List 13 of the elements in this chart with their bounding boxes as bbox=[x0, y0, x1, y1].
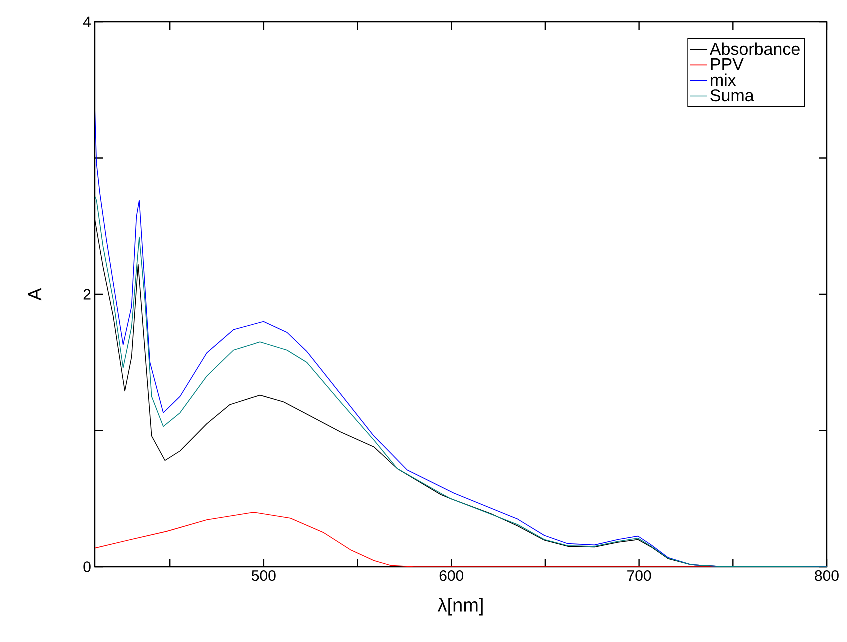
x-tick-label: 600 bbox=[440, 570, 464, 582]
legend-label: Absorbance bbox=[710, 42, 800, 56]
y-tick-label: 0 bbox=[84, 562, 91, 572]
legend-label: mix bbox=[711, 74, 736, 86]
x-tick-label: 800 bbox=[815, 570, 839, 582]
y-axis-title: A bbox=[28, 288, 42, 301]
legend-label: PPV bbox=[711, 58, 744, 70]
y-tick-label: 4 bbox=[83, 16, 92, 28]
legend-label: Suma bbox=[710, 90, 754, 102]
x-axis-title: λ[nm] bbox=[438, 598, 483, 616]
x-tick-label: 500 bbox=[252, 570, 276, 582]
y-tick-label: 2 bbox=[84, 289, 91, 300]
x-tick-label: 700 bbox=[628, 570, 652, 582]
